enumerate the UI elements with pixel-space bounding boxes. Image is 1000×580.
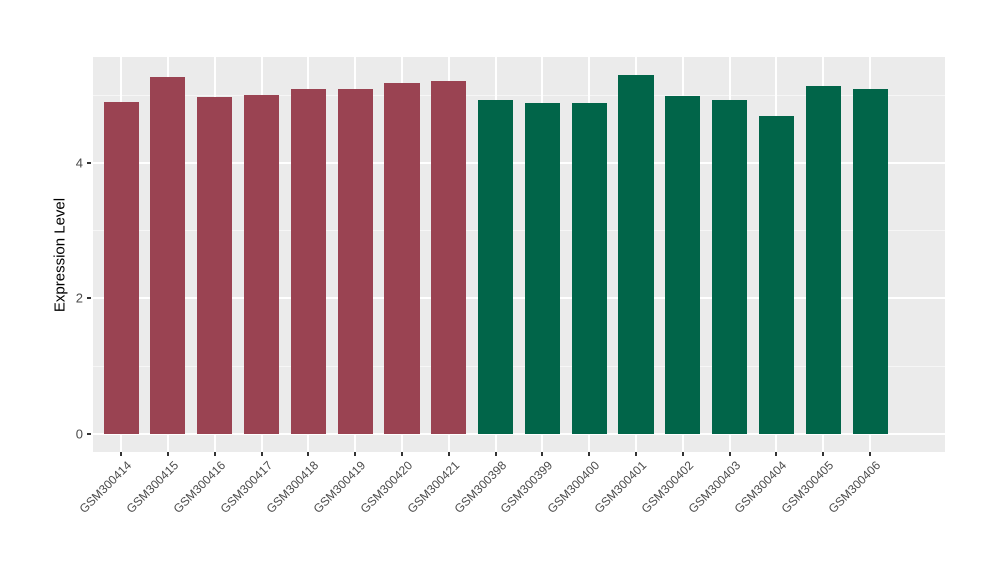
bar-GSM300420 xyxy=(384,82,420,434)
gridline-major xyxy=(93,432,945,435)
plot-panel xyxy=(93,57,945,452)
bar-GSM300415 xyxy=(150,77,186,434)
gridline-major xyxy=(93,162,945,165)
bar-GSM300398 xyxy=(478,100,514,434)
bar-GSM300400 xyxy=(571,102,607,434)
bar-GSM300405 xyxy=(805,86,841,434)
bar-GSM300414 xyxy=(103,102,139,434)
x-tick-mark xyxy=(213,452,216,456)
x-tick-mark xyxy=(260,452,263,456)
bar-GSM300406 xyxy=(852,89,888,434)
x-tick-mark xyxy=(447,452,450,456)
x-tick-mark xyxy=(354,452,357,456)
bar-GSM300403 xyxy=(712,100,748,434)
y-tick-label: 0 xyxy=(75,426,83,442)
gridline-major xyxy=(93,297,945,300)
bar-GSM300416 xyxy=(197,96,233,434)
x-tick-mark xyxy=(166,452,169,456)
bar-GSM300418 xyxy=(290,89,326,434)
y-tick-label: 2 xyxy=(75,290,83,306)
bar-GSM300421 xyxy=(431,81,467,434)
x-tick-mark xyxy=(120,452,123,456)
x-tick-mark xyxy=(728,452,731,456)
x-tick-mark xyxy=(307,452,310,456)
gridline-minor xyxy=(93,230,945,232)
x-tick-mark xyxy=(681,452,684,456)
y-tick-label: 4 xyxy=(75,155,83,171)
x-tick-mark xyxy=(822,452,825,456)
gridline-minor xyxy=(93,365,945,367)
x-tick-mark xyxy=(635,452,638,456)
x-tick-mark xyxy=(869,452,872,456)
x-tick-mark xyxy=(494,452,497,456)
x-tick-mark xyxy=(541,452,544,456)
bar-GSM300401 xyxy=(618,75,654,434)
bar-GSM300419 xyxy=(337,89,373,434)
gridline-minor xyxy=(93,95,945,97)
y-tick-mark xyxy=(87,162,91,165)
bar-GSM300404 xyxy=(758,115,795,434)
bar-GSM300399 xyxy=(524,102,560,434)
y-tick-mark xyxy=(87,297,91,300)
x-tick-mark xyxy=(775,452,778,456)
y-tick-mark xyxy=(87,432,91,435)
x-tick-mark xyxy=(400,452,403,456)
x-tick-mark xyxy=(588,452,591,456)
bar-GSM300402 xyxy=(665,95,701,434)
bar-GSM300417 xyxy=(243,94,280,434)
